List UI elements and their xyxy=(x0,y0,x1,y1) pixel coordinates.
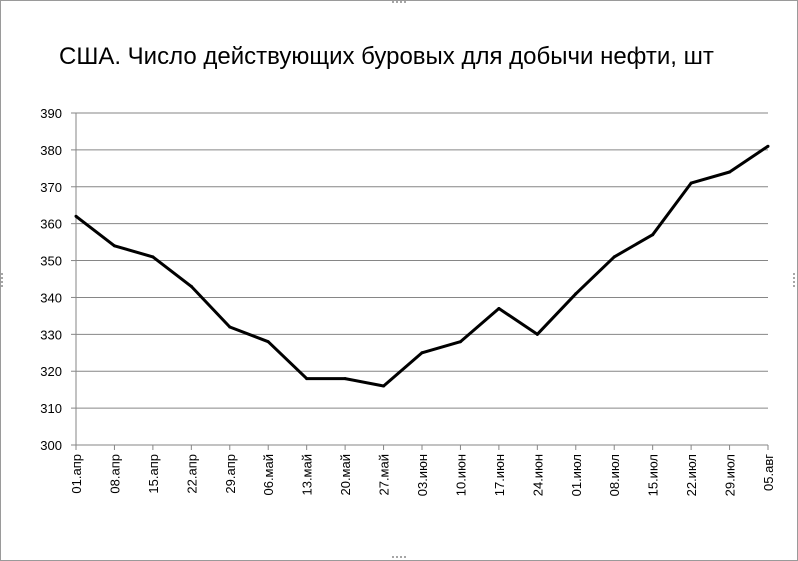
data-point xyxy=(651,233,655,237)
data-point xyxy=(497,307,501,311)
x-tick-label: 08.апр xyxy=(107,454,122,494)
data-point xyxy=(343,377,347,381)
data-point xyxy=(382,384,386,388)
y-tick-label: 370 xyxy=(40,180,62,195)
x-tick-label: 15.апр xyxy=(146,454,161,494)
data-point xyxy=(535,332,539,336)
x-tick-label: 01.апр xyxy=(69,454,84,494)
x-axis: 01.апр 08.апр 15.апр 22.апр 29.апр 06.май 13.м… xyxy=(69,444,776,496)
y-tick-label: 310 xyxy=(40,401,62,416)
resize-handle-right[interactable] xyxy=(792,271,797,289)
data-point xyxy=(74,214,78,218)
y-tick-label: 330 xyxy=(40,327,62,342)
data-point xyxy=(112,244,116,248)
data-point xyxy=(228,325,232,329)
x-tick-label: 13.май xyxy=(300,454,315,496)
x-tick-label: 20.май xyxy=(338,454,353,496)
data-point xyxy=(151,255,155,259)
resize-handle-top[interactable] xyxy=(390,0,408,5)
y-tick-label: 320 xyxy=(40,364,62,379)
x-tick-label: 29.апр xyxy=(223,454,238,494)
x-tick-label: 08.июл xyxy=(607,454,622,496)
series-line-0 xyxy=(75,144,769,388)
x-tick-label: 06.май xyxy=(261,454,276,496)
data-point xyxy=(458,340,462,344)
series-layer xyxy=(74,144,770,388)
x-tick-label: 01.июл xyxy=(569,454,584,496)
x-tick-label: 15.июл xyxy=(646,454,661,496)
y-tick-label: 340 xyxy=(40,290,62,305)
data-point xyxy=(574,292,578,296)
resize-handle-left[interactable] xyxy=(0,271,5,289)
x-tick-label: 10.июн xyxy=(453,454,468,496)
x-tick-label: 03.июн xyxy=(415,454,430,496)
x-tick-label: 24.июн xyxy=(530,454,545,496)
y-tick-label: 360 xyxy=(40,217,62,232)
x-tick-label: 22.апр xyxy=(184,454,199,494)
resize-handle-bottom[interactable] xyxy=(390,555,408,560)
data-point xyxy=(266,340,270,344)
y-tick-label: 390 xyxy=(40,106,62,121)
x-tick-label: 29.июл xyxy=(723,454,738,496)
x-tick-label: 22.июл xyxy=(684,454,699,496)
data-point xyxy=(420,351,424,355)
data-point xyxy=(305,377,309,381)
data-point xyxy=(689,181,693,185)
data-point xyxy=(612,255,616,259)
chart-title: США. Число действующих буровых для добыч… xyxy=(59,43,714,70)
gridlines xyxy=(76,112,768,409)
y-tick-label: 380 xyxy=(40,143,62,158)
data-point xyxy=(766,144,770,148)
x-tick-label: 17.июн xyxy=(492,454,507,496)
y-tick-label: 300 xyxy=(40,438,62,453)
y-tick-label: 350 xyxy=(40,254,62,269)
data-point xyxy=(189,284,193,288)
y-axis: 300 310 320 330 340 350 360 370 380 390 xyxy=(40,106,77,453)
x-tick-label: 27.май xyxy=(377,454,392,496)
data-point xyxy=(728,170,732,174)
x-tick-label: 05.авг xyxy=(761,454,776,491)
